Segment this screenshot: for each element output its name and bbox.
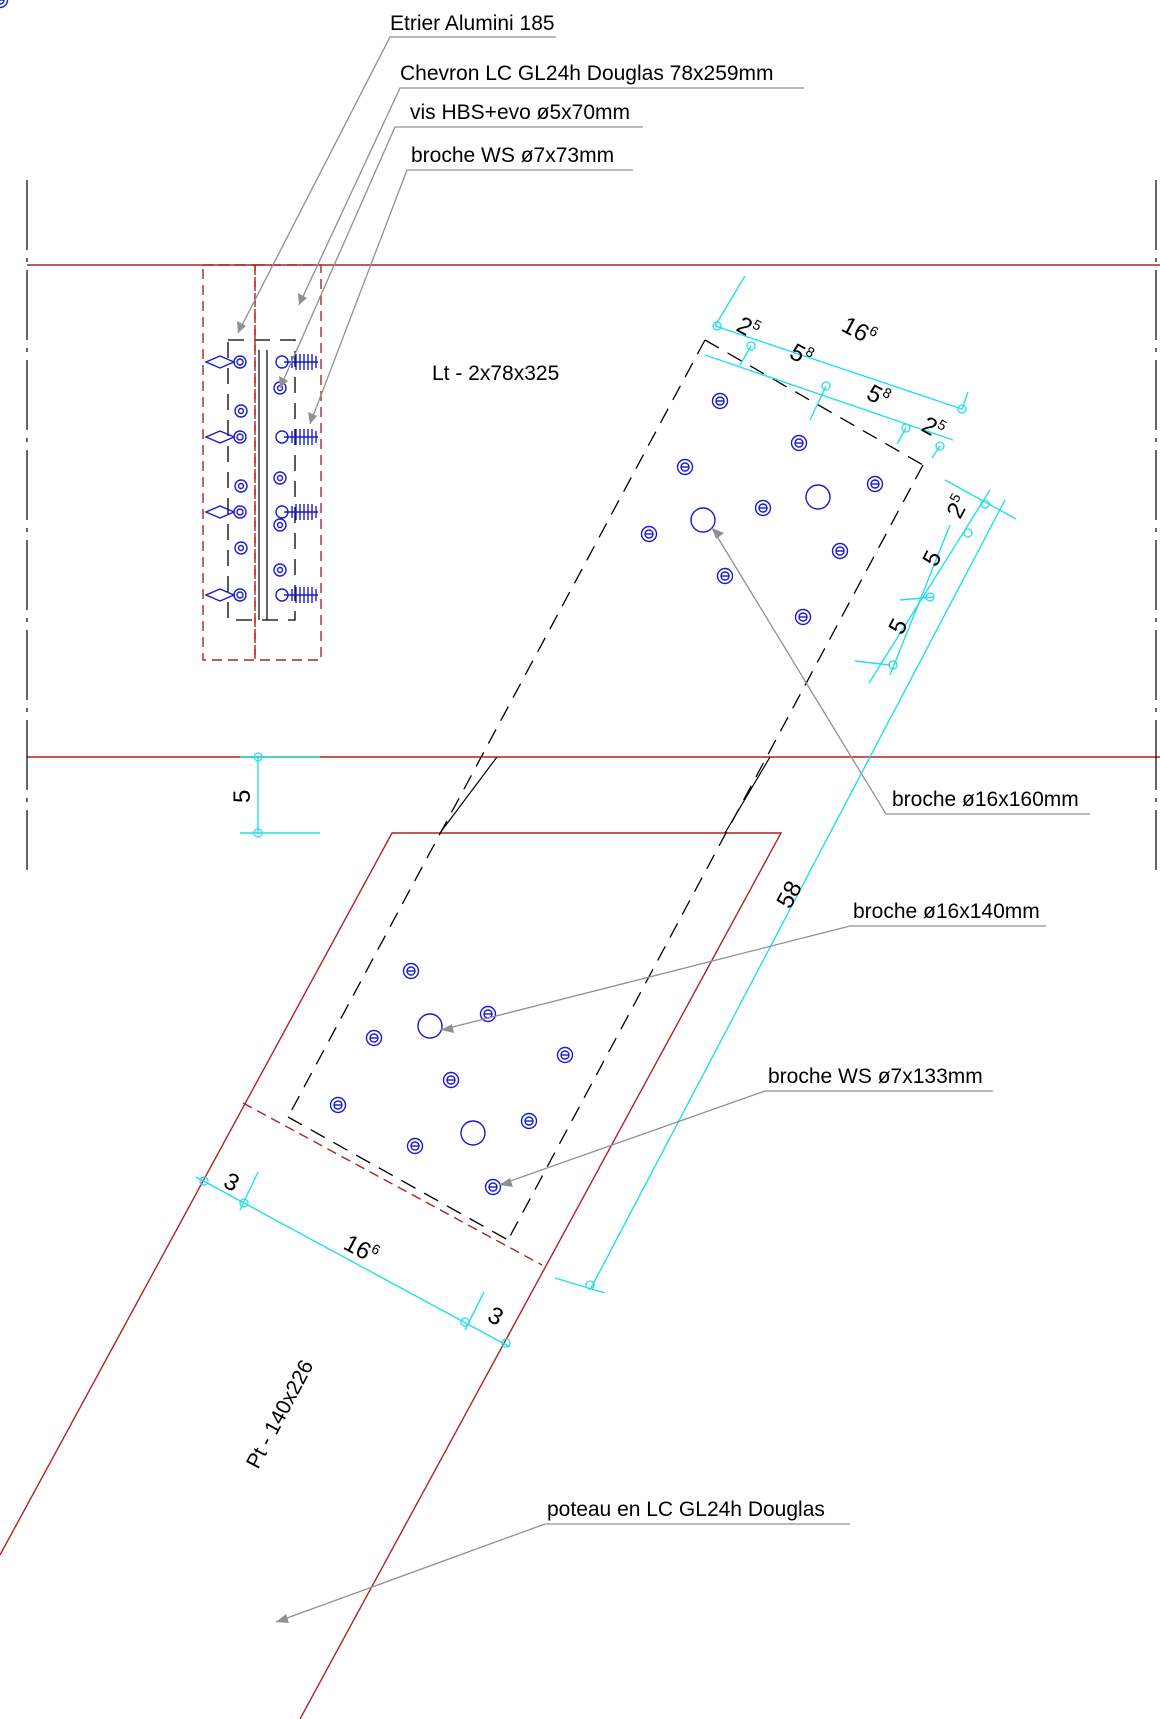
leader-lines [237,36,1090,1623]
dimension-lines [195,275,1017,1348]
dim-top-c: 58 [862,378,894,414]
beam-outline [26,180,1160,870]
dim-side-b: 5 [917,546,947,570]
dim-bottom-width: 166 [339,1228,383,1270]
screw-icons [204,354,319,604]
dimension-texts: 166 25 58 58 25 25 5 5 5 58 3 166 3 [219,310,976,1331]
fastener-icons [0,0,884,1196]
label-etrier: Etrier Alumini 185 [390,12,555,35]
dim-top-width: 166 [837,310,881,352]
label-pt: Pt - 140x226 [242,1356,318,1472]
diagonal-plate [287,339,924,1241]
dim-top-d: 25 [917,410,949,446]
label-broche-ws73: broche WS ø7x73mm [411,144,614,167]
label-broche-ws133: broche WS ø7x133mm [768,1065,983,1088]
dim-length: 58 [771,877,807,913]
label-lt: Lt - 2x78x325 [432,362,559,385]
label-chevron: Chevron LC GL24h Douglas 78x259mm [400,62,774,85]
dim-left-5: 5 [229,790,256,803]
dim-bottom-left: 3 [219,1167,243,1197]
label-broche140: broche ø16x140mm [853,900,1040,923]
dim-bottom-right: 3 [483,1301,507,1331]
pin-icons [234,381,287,577]
label-poteau: poteau en LC GL24h Douglas [547,1498,825,1521]
dim-top-b: 58 [785,337,817,373]
dim-side-a: 25 [940,490,976,522]
label-vis: vis HBS+evo ø5x70mm [410,101,630,124]
label-broche160: broche ø16x160mm [892,788,1079,811]
hanger-connection [202,264,322,661]
labels: Etrier Alumini 185 Chevron LC GL24h Doug… [242,12,1079,1521]
dim-top-a: 25 [732,310,764,346]
post-outline [0,832,783,1719]
